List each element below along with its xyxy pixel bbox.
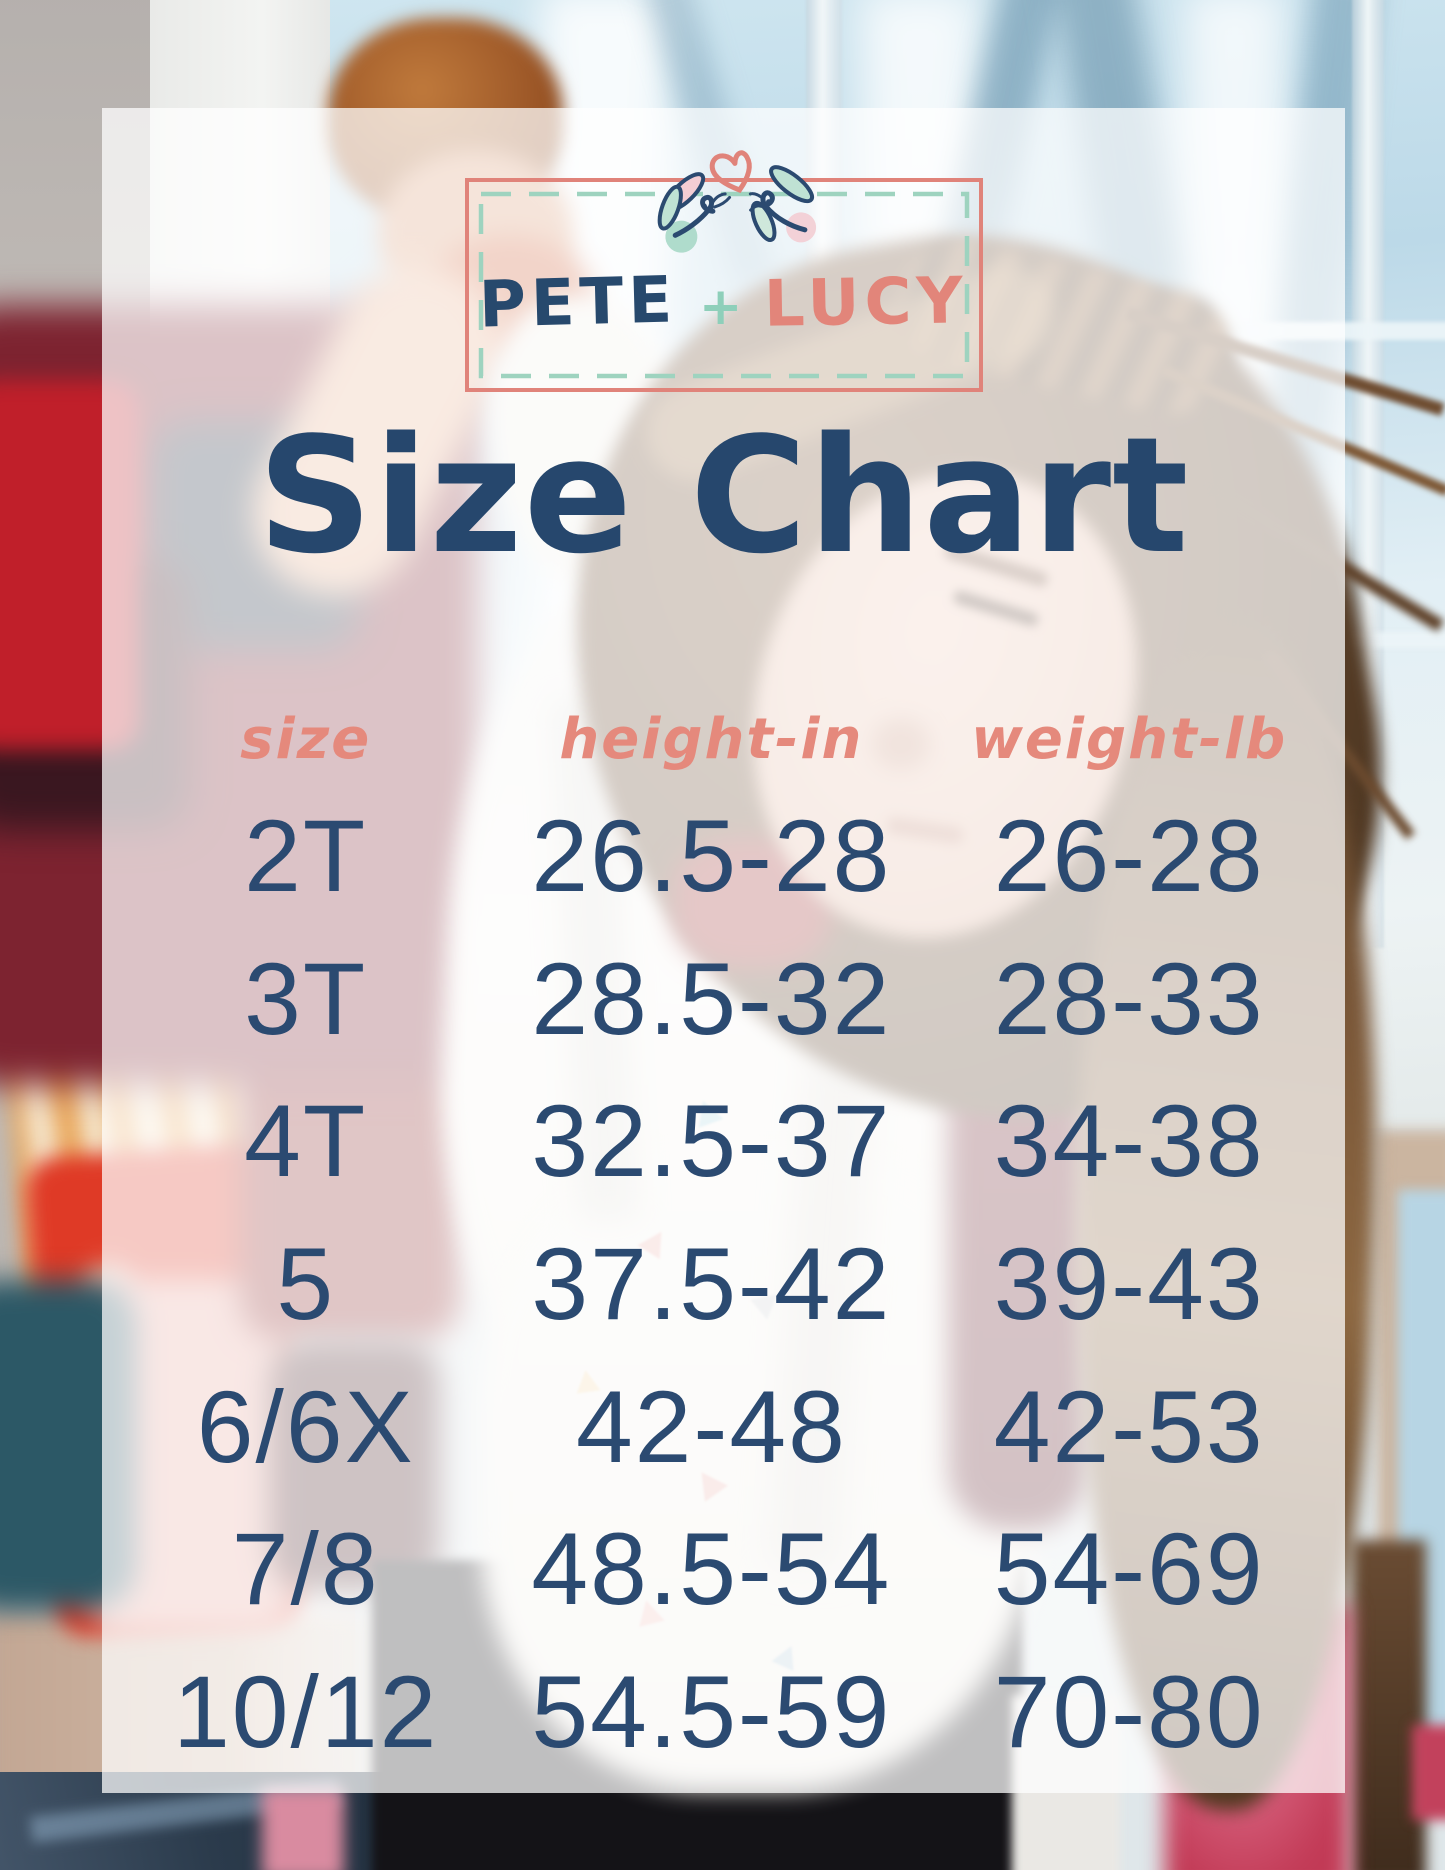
cell-height: 54.5-59 <box>531 1654 892 1769</box>
cell-weight: 28-33 <box>993 941 1265 1056</box>
photo-pink-spot-bottom-left <box>262 1788 344 1870</box>
table-row: 7/8 48.5-54 54-69 <box>118 1498 1329 1641</box>
cell-weight: 54-69 <box>993 1512 1265 1627</box>
cell-size: 5 <box>276 1227 336 1342</box>
table-row: 4T 32.5-37 34-38 <box>118 1070 1329 1213</box>
brand-word-lucy: LUCY <box>763 264 969 342</box>
cell-weight: 34-38 <box>993 1084 1265 1199</box>
plus-icon: + <box>698 277 743 337</box>
cell-weight: 39-43 <box>993 1227 1265 1342</box>
cell-size: 10/12 <box>173 1654 439 1769</box>
column-header-weight: weight-lb <box>971 706 1288 772</box>
cell-size: 4T <box>244 1084 368 1199</box>
cell-height: 48.5-54 <box>531 1512 892 1627</box>
cell-size: 6/6X <box>196 1369 415 1484</box>
firefly-right-icon <box>748 165 816 243</box>
poster-title: Size Chart <box>257 402 1190 589</box>
size-table: size height-in weight-lb 2T 26.5-28 26-2… <box>118 693 1329 1783</box>
cell-weight: 70-80 <box>993 1654 1265 1769</box>
photo-brown-streak-right <box>1352 1540 1426 1870</box>
cell-weight: 42-53 <box>993 1369 1265 1484</box>
size-table-header: size height-in weight-lb <box>118 693 1329 785</box>
cell-height: 28.5-32 <box>531 941 892 1056</box>
firefly-left-icon <box>657 172 731 253</box>
table-row: 2T 26.5-28 26-28 <box>118 785 1329 928</box>
brand-wordmark: PETE + LUCY <box>465 178 983 392</box>
brand-logo: PETE + LUCY <box>464 150 983 392</box>
cell-height: 32.5-37 <box>531 1084 892 1199</box>
table-row: 3T 28.5-32 28-33 <box>118 928 1329 1071</box>
cell-size: 2T <box>244 799 368 914</box>
cell-weight: 26-28 <box>993 799 1265 914</box>
column-header-size: size <box>240 706 372 772</box>
table-row: 6/6X 42-48 42-53 <box>118 1355 1329 1498</box>
column-header-height: height-in <box>559 706 864 772</box>
cell-size: 7/8 <box>231 1512 380 1627</box>
heart-icon <box>709 150 752 193</box>
cell-height: 26.5-28 <box>531 799 892 914</box>
cell-size: 3T <box>244 941 368 1056</box>
table-row: 10/12 54.5-59 70-80 <box>118 1640 1329 1783</box>
photo-red-spot-bottom-right <box>1412 1725 1445 1820</box>
cell-height: 42-48 <box>575 1369 847 1484</box>
logo-doodles <box>657 150 816 253</box>
cell-height: 37.5-42 <box>531 1227 892 1342</box>
overlay-panel: PETE + LUCY <box>102 108 1345 1793</box>
table-row: 5 37.5-42 39-43 <box>118 1213 1329 1356</box>
brand-word-pete: PETE <box>477 263 678 343</box>
